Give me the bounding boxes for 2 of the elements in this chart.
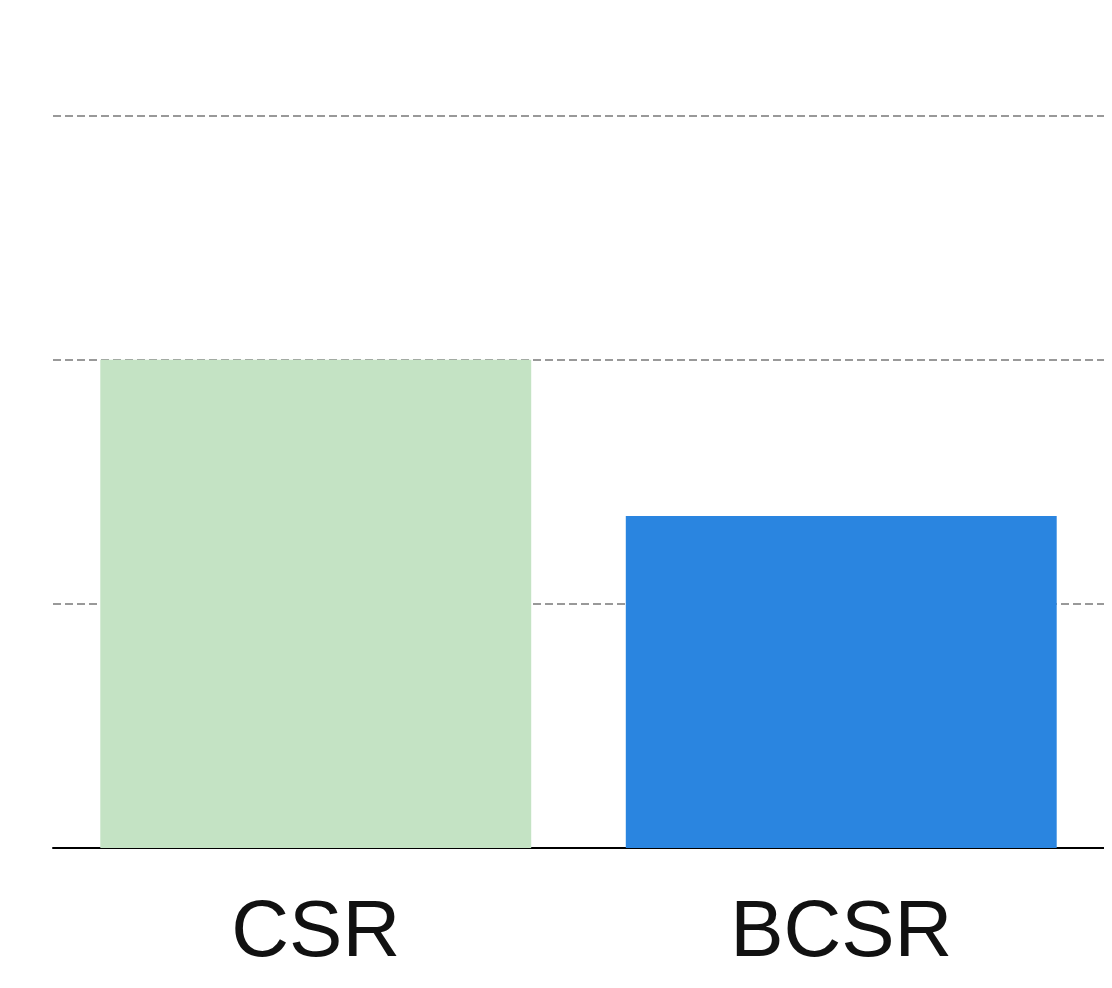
x-tick-label: CSR bbox=[231, 883, 401, 973]
x-tick-label: BCSR bbox=[730, 883, 953, 973]
